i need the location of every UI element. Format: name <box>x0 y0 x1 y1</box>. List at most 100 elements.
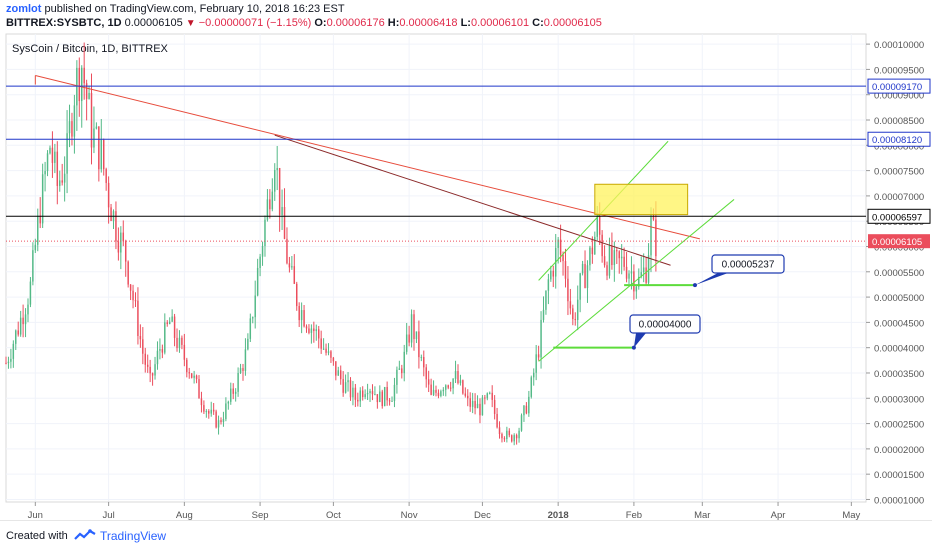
candle-body <box>479 403 481 416</box>
time-tick-label: Jun <box>28 510 43 520</box>
candle-body <box>90 92 93 148</box>
level-price-tag <box>867 78 931 94</box>
candle-body <box>366 393 369 395</box>
candle-body <box>44 171 46 175</box>
close-value: 0.00006105 <box>543 17 602 29</box>
candle-body <box>420 357 423 359</box>
candle-body <box>423 357 425 368</box>
candle-body <box>650 217 652 256</box>
candle-body <box>474 400 476 409</box>
candle-body <box>430 384 432 395</box>
candle-body <box>144 353 146 365</box>
candle-body <box>39 215 41 224</box>
price-tick-label: 0.00002500 <box>874 420 924 431</box>
tradingview-link[interactable]: TradingView <box>100 529 167 543</box>
candle-body <box>188 372 190 374</box>
candle-body <box>476 403 479 409</box>
low-value: 0.00006101 <box>470 17 530 29</box>
candle-body <box>508 430 511 436</box>
change-value: −0.00000071 (−1.15%) <box>198 17 312 29</box>
candle-body <box>628 273 630 279</box>
candle-body <box>88 92 90 99</box>
candle-body <box>73 105 76 137</box>
candle-body <box>105 169 107 183</box>
candle-body <box>17 330 19 335</box>
price-tick-label: 0.00008500 <box>874 116 924 127</box>
candle-body <box>178 337 181 349</box>
candle-body <box>405 334 408 352</box>
candle-body <box>530 377 533 397</box>
candle-body <box>276 168 278 171</box>
candle-body <box>300 310 303 321</box>
candle-body <box>584 263 586 288</box>
candle-body <box>335 361 337 376</box>
candle-body <box>134 300 137 302</box>
candle-body <box>484 397 486 399</box>
author-link[interactable]: zomlot <box>6 3 42 15</box>
candle-body <box>418 331 420 358</box>
candle-body <box>440 391 442 396</box>
candle-body <box>364 394 366 398</box>
candle-body <box>239 368 242 374</box>
candle-body <box>608 245 611 276</box>
candle-body <box>513 435 515 442</box>
candle-body <box>501 433 503 439</box>
candle-body <box>159 349 161 351</box>
candle-body <box>271 191 274 210</box>
candle-body <box>511 435 513 442</box>
candle-body <box>120 232 122 253</box>
candle-body <box>37 215 39 245</box>
candle-body <box>291 266 293 268</box>
candle-body <box>462 380 464 394</box>
candle-body <box>518 430 520 439</box>
candle-body <box>591 247 594 255</box>
time-tick-label: Aug <box>176 510 193 520</box>
candle-body <box>234 391 237 394</box>
price-axis[interactable]: 0.00010000 0.00009500 0.00009000 0.00008500… <box>866 40 931 506</box>
candle-body <box>625 266 628 279</box>
channel-lower-line <box>538 199 735 362</box>
callout-pointer <box>633 333 646 348</box>
candle-body <box>151 373 154 376</box>
candle-body <box>95 126 98 129</box>
candle-body <box>498 427 501 434</box>
candle-body <box>51 147 54 163</box>
candle-body <box>15 330 17 344</box>
candle-body <box>320 338 322 349</box>
candle-body <box>528 396 530 414</box>
candle-body <box>344 382 347 393</box>
candle-body <box>496 413 498 428</box>
price-tick-label: 0.00001000 <box>874 495 924 506</box>
time-axis[interactable]: Jun Jul Aug Sep Oct Nov Dec 2018 Feb Mar Apr May <box>6 501 866 520</box>
candle-body <box>552 270 555 277</box>
candle-body <box>115 211 117 242</box>
candle-body <box>122 232 125 242</box>
candle-body <box>581 263 584 274</box>
candle-body <box>200 398 203 406</box>
candle-body <box>266 199 269 220</box>
candle-body <box>156 350 159 365</box>
published-text: published on TradingView.com, February 1… <box>44 3 345 15</box>
candle-body <box>186 359 188 373</box>
price-tick-label: 0.00003000 <box>874 394 924 405</box>
candle-body <box>459 380 462 384</box>
candle-body <box>401 368 403 374</box>
candle-body <box>442 389 445 392</box>
down-triangle-icon: ▼ <box>185 18 196 29</box>
price-chart[interactable]: SysCoin / Bitcoin, 1D, BITTREX 0.0000523… <box>0 0 932 520</box>
candle-body <box>171 316 173 322</box>
candle-body <box>369 391 371 394</box>
candle-body <box>225 403 227 420</box>
candle-body <box>81 67 83 102</box>
candle-body <box>542 309 545 320</box>
tradingview-logo-icon <box>74 529 96 540</box>
candle-body <box>198 379 200 399</box>
candle-body <box>586 265 589 288</box>
candle-body <box>361 390 364 398</box>
publish-line: zomlot published on TradingView.com, Feb… <box>6 3 345 15</box>
price-tick-label: 0.00007500 <box>874 167 924 178</box>
candle-body <box>642 267 645 273</box>
candle-body <box>237 373 239 392</box>
candle-body <box>486 393 489 399</box>
candle-body <box>481 397 484 416</box>
